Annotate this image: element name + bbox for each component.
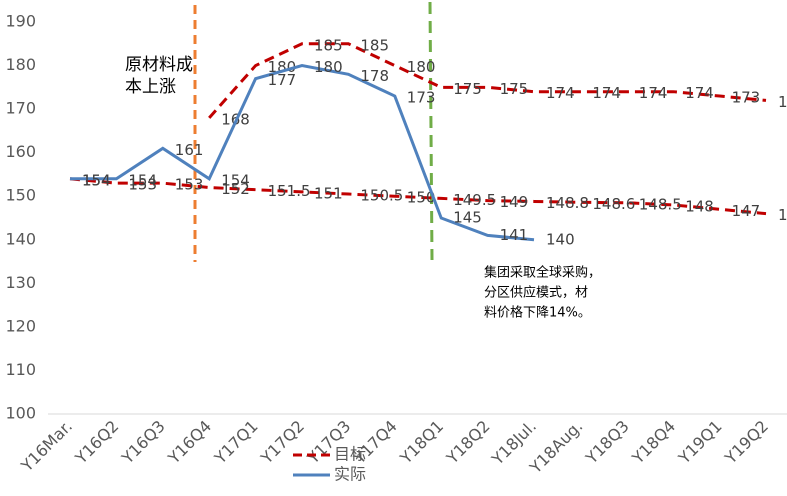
- y-tick-label: 130: [5, 273, 36, 292]
- annotation: 分区供应模式，材: [484, 285, 588, 301]
- data-label: 172: [778, 93, 787, 111]
- y-tick-label: 120: [5, 316, 36, 335]
- data-label: 153: [128, 176, 157, 194]
- data-label: 154: [128, 171, 157, 189]
- x-tick-label: Y18Q4: [628, 417, 680, 469]
- x-tick-label: Y19Q2: [720, 417, 772, 469]
- series-line: [69, 177, 767, 216]
- data-label: 148.6: [592, 195, 635, 213]
- data-label: 174: [639, 84, 668, 102]
- data-label: 141: [500, 226, 529, 244]
- data-label: 148: [685, 197, 714, 215]
- y-tick-label: 110: [5, 360, 36, 379]
- data-label: 140: [546, 230, 575, 248]
- data-label: 151.5: [268, 182, 311, 200]
- y-tick-label: 150: [5, 186, 36, 205]
- data-label: 149: [500, 193, 529, 211]
- data-label: 148.5: [639, 195, 682, 213]
- y-tick-label: 160: [5, 142, 36, 161]
- data-label: 178: [360, 67, 389, 85]
- data-label: 150: [407, 189, 436, 207]
- data-label: 149.5: [453, 191, 496, 209]
- data-label: 180: [268, 58, 297, 76]
- legend-label: 目标: [334, 445, 366, 464]
- data-label: 180: [407, 58, 436, 76]
- x-tick-label: Y18Q2: [442, 417, 494, 469]
- x-tick-label: Y16Q4: [164, 417, 216, 469]
- x-tick-label: Y18Q1: [396, 417, 448, 469]
- y-tick-label: 100: [5, 404, 36, 423]
- y-tick-label: 140: [5, 229, 36, 248]
- y-tick-label: 180: [5, 55, 36, 74]
- y-tick-label: 190: [5, 12, 36, 31]
- series-line: [208, 42, 767, 119]
- data-label: 154: [82, 171, 111, 189]
- data-label: 173: [732, 89, 761, 107]
- data-label: 150.5: [360, 187, 403, 205]
- data-label: 145: [453, 209, 482, 227]
- marker-line: [428, 1, 434, 261]
- data-label: 154: [221, 171, 250, 189]
- data-label: 175: [500, 80, 529, 98]
- data-label: 185: [314, 36, 343, 54]
- data-label: 177: [268, 71, 297, 89]
- x-tick-label: Y18Q3: [581, 417, 633, 469]
- y-tick-label: 170: [5, 99, 36, 118]
- data-label: 185: [360, 36, 389, 54]
- data-label: 173: [407, 89, 436, 107]
- data-label: 148.8: [546, 194, 589, 212]
- data-label: 146: [778, 206, 787, 224]
- annotation: 本上涨: [125, 77, 176, 97]
- data-label: 151: [314, 184, 343, 202]
- data-label: 180: [314, 58, 343, 76]
- data-label: 152: [221, 180, 250, 198]
- series-line: [70, 64, 535, 242]
- x-tick-label: Y17Q2: [256, 417, 308, 469]
- data-label: 153: [175, 176, 204, 194]
- x-tick-label: Y16Q2: [71, 417, 123, 469]
- data-label: 174: [592, 84, 621, 102]
- data-label: 175: [453, 80, 482, 98]
- data-label: 147: [732, 202, 761, 220]
- data-label: 161: [175, 141, 204, 159]
- x-tick-label: Y17Q1: [210, 417, 262, 469]
- annotation: 集团采取全球采购，: [484, 265, 601, 281]
- legend-label: 实际: [334, 465, 366, 484]
- x-tick-label: Y16Mar.: [17, 417, 76, 476]
- data-label: 174: [546, 84, 575, 102]
- annotation: 料价格下降14%。: [484, 305, 591, 321]
- data-label: 174: [685, 84, 714, 102]
- x-tick-label: Y19Q1: [674, 417, 726, 469]
- x-tick-label: Y16Q3: [117, 417, 169, 469]
- annotation: 原材料成: [125, 55, 193, 75]
